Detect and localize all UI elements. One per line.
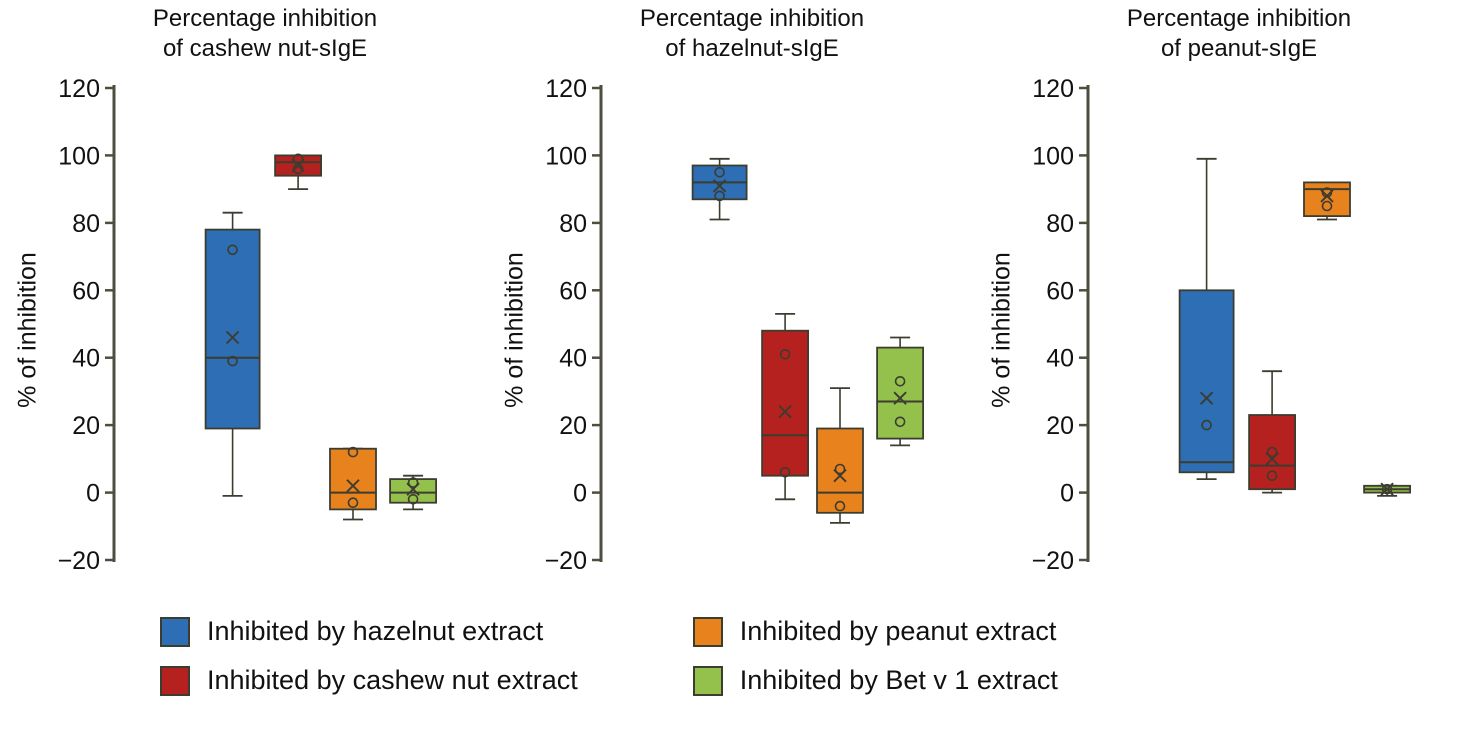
legend-label: Inhibited by Bet v 1 extract: [739, 665, 1058, 695]
legend-swatch-cashew: [160, 665, 190, 696]
svg-text:120: 120: [58, 75, 100, 103]
chart-title-line1: Percentage inhibition: [639, 5, 865, 32]
chart-body: % of inhibition 120 100 80 60 40 20 0 −20: [980, 74, 1454, 586]
y-axis-label-wrap: % of inhibition: [493, 74, 537, 586]
legend-swatch-peanut: [692, 616, 723, 647]
legend-label: Inhibited by cashew nut extract: [207, 665, 578, 695]
svg-text:20: 20: [1046, 412, 1074, 440]
svg-text:40: 40: [1046, 345, 1074, 373]
chart-title: Percentage inhibition of hazelnut-sIgE: [537, 4, 967, 64]
svg-text:100: 100: [58, 142, 100, 170]
legend-label: Inhibited by hazelnut extract: [207, 616, 544, 646]
y-axis-label: % of inhibition: [987, 252, 1016, 408]
chart-title-line1: Percentage inhibition: [152, 5, 378, 32]
svg-text:80: 80: [1046, 210, 1074, 238]
chart-body: % of inhibition 120 100 80 60 40 20 0 −20: [6, 74, 480, 586]
svg-text:0: 0: [573, 480, 587, 508]
legend-item-peanut: Inhibited by peanut extract: [692, 616, 1058, 647]
chart-title-line2: of hazelnut-sIgE: [665, 35, 839, 62]
legend-swatch-hazelnut: [160, 616, 190, 647]
svg-text:80: 80: [72, 210, 100, 238]
svg-text:40: 40: [72, 345, 100, 373]
svg-text:120: 120: [545, 75, 587, 103]
svg-text:0: 0: [86, 480, 100, 508]
legend-item-cashew: Inhibited by cashew nut extract: [160, 665, 578, 696]
boxplot-panel-peanut-sige: Percentage inhibition of peanut-sIgE % o…: [980, 4, 1454, 586]
svg-text:60: 60: [559, 277, 587, 305]
svg-text:60: 60: [1046, 277, 1074, 305]
legend-label: Inhibited by peanut extract: [739, 616, 1057, 646]
legend-item-betv1: Inhibited by Bet v 1 extract: [692, 665, 1058, 696]
svg-text:0: 0: [1060, 480, 1074, 508]
svg-text:−20: −20: [58, 547, 100, 575]
chart-title: Percentage inhibition of peanut-sIgE: [1024, 4, 1454, 64]
legend-swatch-betv1: [692, 665, 723, 696]
charts-row: Percentage inhibition of cashew nut-sIgE…: [6, 4, 1454, 586]
svg-text:100: 100: [545, 142, 587, 170]
chart-title: Percentage inhibition of cashew nut-sIgE: [50, 4, 480, 64]
boxplot-svg: 120 100 80 60 40 20 0 −20: [545, 75, 925, 575]
svg-text:−20: −20: [545, 547, 587, 575]
svg-text:40: 40: [559, 345, 587, 373]
boxplot-panel-cashew-sige: Percentage inhibition of cashew nut-sIgE…: [6, 4, 480, 586]
svg-text:60: 60: [72, 277, 100, 305]
boxplot-svg: 120 100 80 60 40 20 0 −20: [1032, 75, 1412, 575]
chart-title-line2: of cashew nut-sIgE: [162, 35, 368, 62]
y-axis-label: % of inhibition: [13, 252, 42, 408]
boxplot-svg: 120 100 80 60 40 20 0 −20: [58, 75, 438, 575]
chart-body: % of inhibition 120 100 80 60 40 20 0 −20: [493, 74, 967, 586]
svg-text:100: 100: [1032, 142, 1074, 170]
svg-text:120: 120: [1032, 75, 1074, 103]
chart-title-line1: Percentage inhibition: [1126, 5, 1352, 32]
svg-text:−20: −20: [1032, 547, 1074, 575]
svg-text:20: 20: [72, 412, 100, 440]
y-axis-label: % of inhibition: [500, 252, 529, 408]
svg-text:20: 20: [559, 412, 587, 440]
legend-item-hazelnut: Inhibited by hazelnut extract: [160, 616, 578, 647]
y-axis-label-wrap: % of inhibition: [6, 74, 50, 586]
legend: Inhibited by hazelnut extract Inhibited …: [160, 616, 1058, 696]
svg-text:80: 80: [559, 210, 587, 238]
chart-title-line2: of peanut-sIgE: [1160, 35, 1318, 62]
y-axis-label-wrap: % of inhibition: [980, 74, 1024, 586]
boxplot-panel-hazelnut-sige: Percentage inhibition of hazelnut-sIgE %…: [493, 4, 967, 586]
